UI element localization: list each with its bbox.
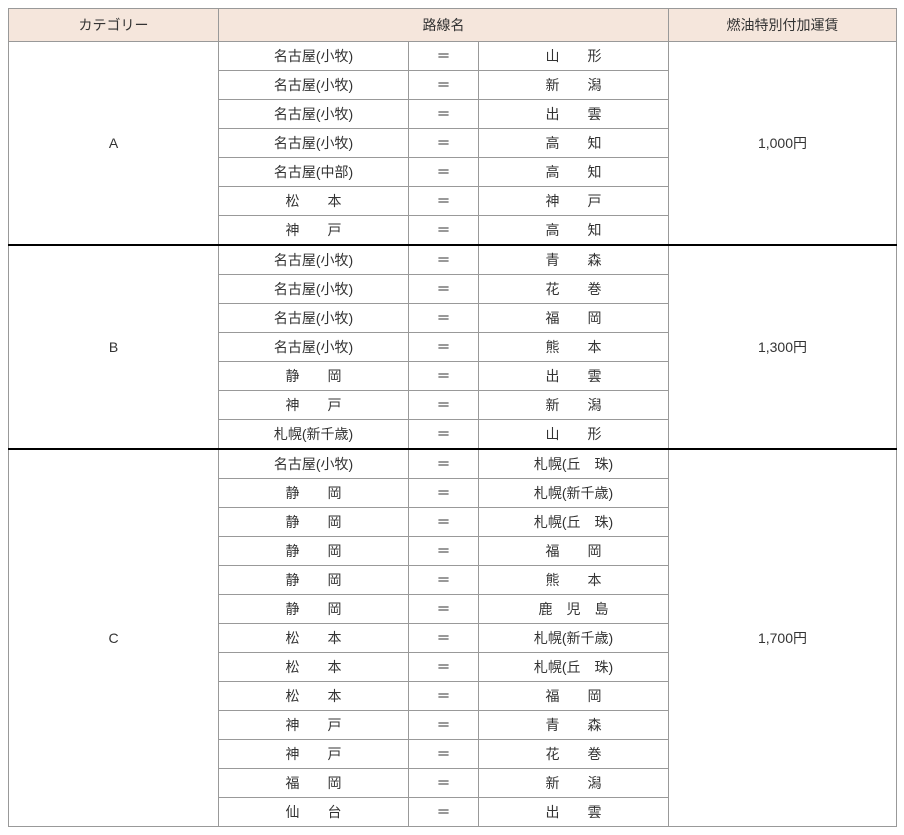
route-separator: ＝ xyxy=(409,158,479,187)
route-dest: 青 森 xyxy=(479,711,669,740)
route-separator: ＝ xyxy=(409,595,479,624)
route-dest: 出 雲 xyxy=(479,100,669,129)
route-separator: ＝ xyxy=(409,420,479,450)
route-dest: 山 形 xyxy=(479,42,669,71)
header-fare: 燃油特別付加運賃 xyxy=(669,9,897,42)
header-route: 路線名 xyxy=(219,9,669,42)
category-cell: C xyxy=(9,449,219,827)
route-separator: ＝ xyxy=(409,740,479,769)
route-origin: 松 本 xyxy=(219,624,409,653)
route-dest: 神 戸 xyxy=(479,187,669,216)
route-origin: 仙 台 xyxy=(219,798,409,827)
route-separator: ＝ xyxy=(409,245,479,275)
route-origin: 神 戸 xyxy=(219,711,409,740)
route-dest: 新 潟 xyxy=(479,71,669,100)
route-separator: ＝ xyxy=(409,449,479,479)
route-separator: ＝ xyxy=(409,71,479,100)
route-dest: 新 潟 xyxy=(479,391,669,420)
route-separator: ＝ xyxy=(409,362,479,391)
route-origin: 松 本 xyxy=(219,682,409,711)
table-header-row: カテゴリー 路線名 燃油特別付加運賃 xyxy=(9,9,897,42)
route-separator: ＝ xyxy=(409,275,479,304)
route-origin: 松 本 xyxy=(219,187,409,216)
route-origin: 静 岡 xyxy=(219,537,409,566)
route-separator: ＝ xyxy=(409,711,479,740)
route-origin: 名古屋(小牧) xyxy=(219,129,409,158)
route-dest: 福 岡 xyxy=(479,304,669,333)
route-origin: 名古屋(小牧) xyxy=(219,71,409,100)
route-origin: 名古屋(小牧) xyxy=(219,245,409,275)
route-dest: 出 雲 xyxy=(479,798,669,827)
route-separator: ＝ xyxy=(409,479,479,508)
route-origin: 札幌(新千歳) xyxy=(219,420,409,450)
route-separator: ＝ xyxy=(409,333,479,362)
header-category: カテゴリー xyxy=(9,9,219,42)
route-dest: 花 巻 xyxy=(479,740,669,769)
route-origin: 福 岡 xyxy=(219,769,409,798)
route-separator: ＝ xyxy=(409,129,479,158)
fare-cell: 1,000円 xyxy=(669,42,897,246)
route-separator: ＝ xyxy=(409,42,479,71)
route-separator: ＝ xyxy=(409,537,479,566)
route-dest: 熊 本 xyxy=(479,333,669,362)
route-dest: 新 潟 xyxy=(479,769,669,798)
fare-cell: 1,300円 xyxy=(669,245,897,449)
route-origin: 静 岡 xyxy=(219,566,409,595)
route-dest: 熊 本 xyxy=(479,566,669,595)
route-origin: 神 戸 xyxy=(219,740,409,769)
route-origin: 名古屋(小牧) xyxy=(219,42,409,71)
route-dest: 札幌(丘 珠) xyxy=(479,449,669,479)
route-dest: 花 巻 xyxy=(479,275,669,304)
route-origin: 名古屋(小牧) xyxy=(219,304,409,333)
route-dest: 福 岡 xyxy=(479,682,669,711)
fare-table: カテゴリー 路線名 燃油特別付加運賃 A名古屋(小牧)＝山 形1,000円名古屋… xyxy=(8,8,897,827)
route-separator: ＝ xyxy=(409,624,479,653)
route-origin: 名古屋(小牧) xyxy=(219,333,409,362)
route-dest: 山 形 xyxy=(479,420,669,450)
route-separator: ＝ xyxy=(409,798,479,827)
route-origin: 名古屋(小牧) xyxy=(219,449,409,479)
route-dest: 高 知 xyxy=(479,216,669,246)
route-origin: 名古屋(小牧) xyxy=(219,100,409,129)
route-origin: 松 本 xyxy=(219,653,409,682)
route-separator: ＝ xyxy=(409,391,479,420)
table-row: B名古屋(小牧)＝青 森1,300円 xyxy=(9,245,897,275)
route-origin: 静 岡 xyxy=(219,508,409,537)
route-separator: ＝ xyxy=(409,769,479,798)
table-row: C名古屋(小牧)＝札幌(丘 珠)1,700円 xyxy=(9,449,897,479)
route-dest: 札幌(新千歳) xyxy=(479,479,669,508)
route-origin: 静 岡 xyxy=(219,362,409,391)
route-separator: ＝ xyxy=(409,566,479,595)
route-separator: ＝ xyxy=(409,216,479,246)
route-dest: 高 知 xyxy=(479,129,669,158)
route-dest: 札幌(丘 珠) xyxy=(479,653,669,682)
route-dest: 高 知 xyxy=(479,158,669,187)
route-dest: 福 岡 xyxy=(479,537,669,566)
route-separator: ＝ xyxy=(409,508,479,537)
fare-cell: 1,700円 xyxy=(669,449,897,827)
route-separator: ＝ xyxy=(409,100,479,129)
route-dest: 札幌(丘 珠) xyxy=(479,508,669,537)
route-origin: 神 戸 xyxy=(219,216,409,246)
category-cell: B xyxy=(9,245,219,449)
route-separator: ＝ xyxy=(409,304,479,333)
route-separator: ＝ xyxy=(409,682,479,711)
route-origin: 静 岡 xyxy=(219,595,409,624)
route-separator: ＝ xyxy=(409,653,479,682)
route-origin: 名古屋(小牧) xyxy=(219,275,409,304)
route-origin: 静 岡 xyxy=(219,479,409,508)
category-cell: A xyxy=(9,42,219,246)
route-dest: 青 森 xyxy=(479,245,669,275)
route-origin: 名古屋(中部) xyxy=(219,158,409,187)
route-origin: 神 戸 xyxy=(219,391,409,420)
route-dest: 札幌(新千歳) xyxy=(479,624,669,653)
route-dest: 出 雲 xyxy=(479,362,669,391)
route-dest: 鹿 児 島 xyxy=(479,595,669,624)
table-row: A名古屋(小牧)＝山 形1,000円 xyxy=(9,42,897,71)
route-separator: ＝ xyxy=(409,187,479,216)
